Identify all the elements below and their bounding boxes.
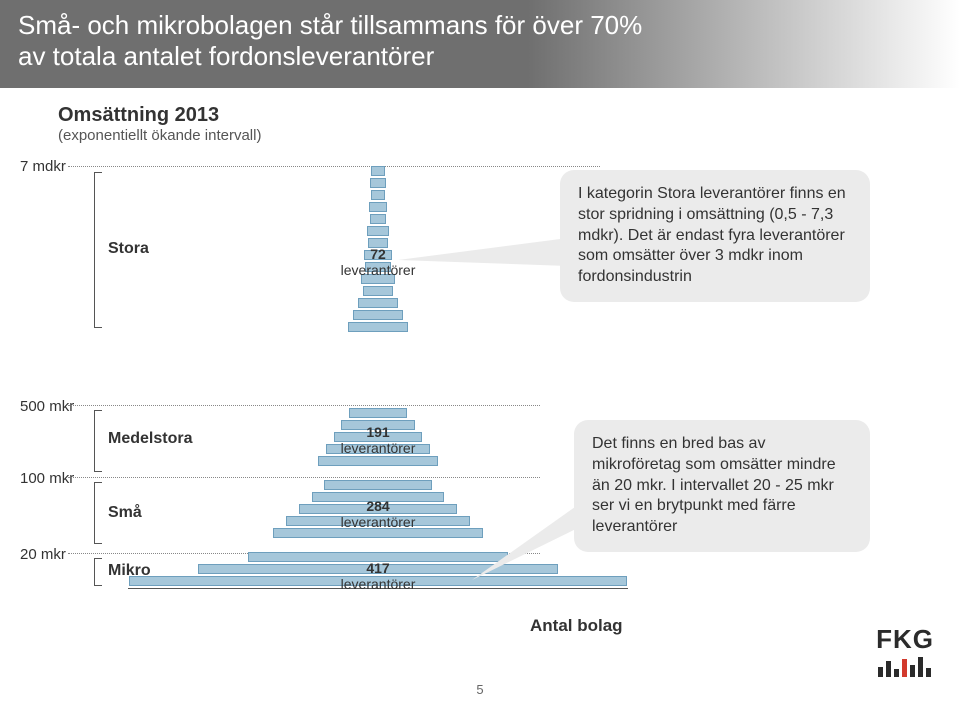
seg-count: 284: [366, 498, 389, 514]
dotted-line: [68, 405, 540, 406]
callout-bottom-text: Det finns en bred bas av mikroföretag so…: [592, 435, 836, 535]
subtitle-line1: Omsättning 2013: [58, 104, 261, 127]
tree-bar: [369, 202, 387, 212]
dotted-line: [68, 477, 540, 478]
dotted-line: [68, 166, 600, 167]
y-label-500mkr: 500 mkr: [20, 398, 74, 415]
tree-bar: [358, 298, 398, 308]
cat-medelstora: Medelstora: [108, 430, 192, 448]
callout-pointer-icon: [398, 238, 568, 274]
bracket-medelstora: [94, 410, 102, 472]
slide: Små- och mikrobolagen står tillsammans f…: [0, 0, 960, 705]
seg-word: leverantörer: [341, 440, 416, 456]
tree-bar: [370, 214, 386, 224]
y-label-20mkr: 20 mkr: [20, 546, 66, 563]
seg-count: 191: [366, 424, 389, 440]
callout-top: I kategorin Stora leverantörer finns en …: [560, 170, 870, 302]
title-band: Små- och mikrobolagen står tillsammans f…: [0, 0, 960, 88]
tree-bar: [318, 456, 438, 466]
seg-word: leverantörer: [341, 514, 416, 530]
tree-bar: [371, 166, 385, 176]
tree-bar: [324, 480, 432, 490]
seg-label-mikro: 417 leverantörer: [341, 560, 416, 592]
logo-text: FKG: [876, 624, 934, 655]
x-axis-label: Antal bolag: [530, 616, 623, 636]
y-label-100mkr: 100 mkr: [20, 470, 74, 487]
cat-stora: Stora: [108, 240, 149, 258]
tree-bar: [353, 310, 403, 320]
callout-pointer-icon: [472, 502, 582, 580]
callout-top-text: I kategorin Stora leverantörer finns en …: [578, 185, 846, 285]
fkg-logo: FKG: [876, 624, 934, 679]
bracket-stora: [94, 172, 102, 328]
seg-label-medelstora: 191 leverantörer: [341, 424, 416, 456]
tree-bar: [363, 286, 393, 296]
tree-bar: [367, 226, 389, 236]
subtitle-block: Omsättning 2013 (exponentiellt ökande in…: [58, 104, 261, 144]
seg-label-sma: 284 leverantörer: [341, 498, 416, 530]
y-label-7mdkr: 7 mdkr: [20, 158, 66, 175]
seg-count: 72: [370, 246, 386, 262]
tree-bar: [371, 190, 385, 200]
bracket-sma: [94, 482, 102, 544]
tree-bar: [349, 408, 407, 418]
callout-bottom: Det finns en bred bas av mikroföretag so…: [574, 420, 870, 552]
bracket-mikro: [94, 558, 102, 586]
cat-sma: Små: [108, 504, 142, 522]
seg-count: 417: [366, 560, 389, 576]
tree-bar: [370, 178, 386, 188]
slide-title: Små- och mikrobolagen står tillsammans f…: [18, 10, 658, 72]
seg-word: leverantörer: [341, 576, 416, 592]
logo-bars-icon: [876, 657, 932, 679]
page-number: 5: [476, 682, 483, 697]
tree-bar: [348, 322, 408, 332]
subtitle-line2: (exponentiellt ökande intervall): [58, 127, 261, 144]
